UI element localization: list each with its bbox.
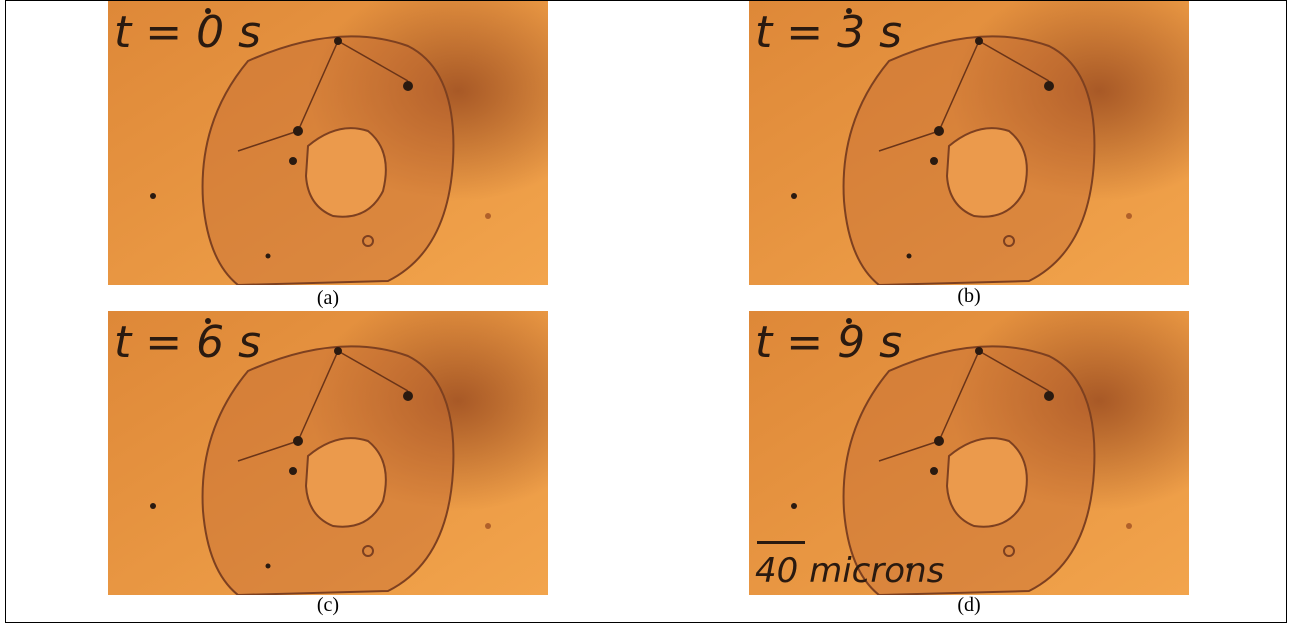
panel-caption: (b) — [749, 285, 1189, 308]
micrograph: t = 0 s — [108, 1, 548, 285]
micrograph: t = 3 s — [749, 1, 1189, 285]
panel-caption: (a) — [108, 287, 548, 310]
micrograph: t = 6 s — [108, 311, 548, 595]
time-label: t = 9 s — [755, 317, 902, 368]
scale-bar-label: 40 microns — [755, 551, 944, 591]
time-label: t = 3 s — [755, 7, 902, 58]
time-label: t = 6 s — [114, 317, 261, 368]
panel-caption: (c) — [108, 594, 548, 617]
scale-bar — [757, 541, 805, 544]
time-label: t = 0 s — [114, 7, 261, 58]
panel-caption: (d) — [749, 594, 1189, 617]
figure: t = 0 s (a) t = 3 s (b) t = 6 s (c) t = 9 s 40 … — [0, 0, 1292, 623]
micrograph: t = 9 s 40 microns — [749, 311, 1189, 595]
